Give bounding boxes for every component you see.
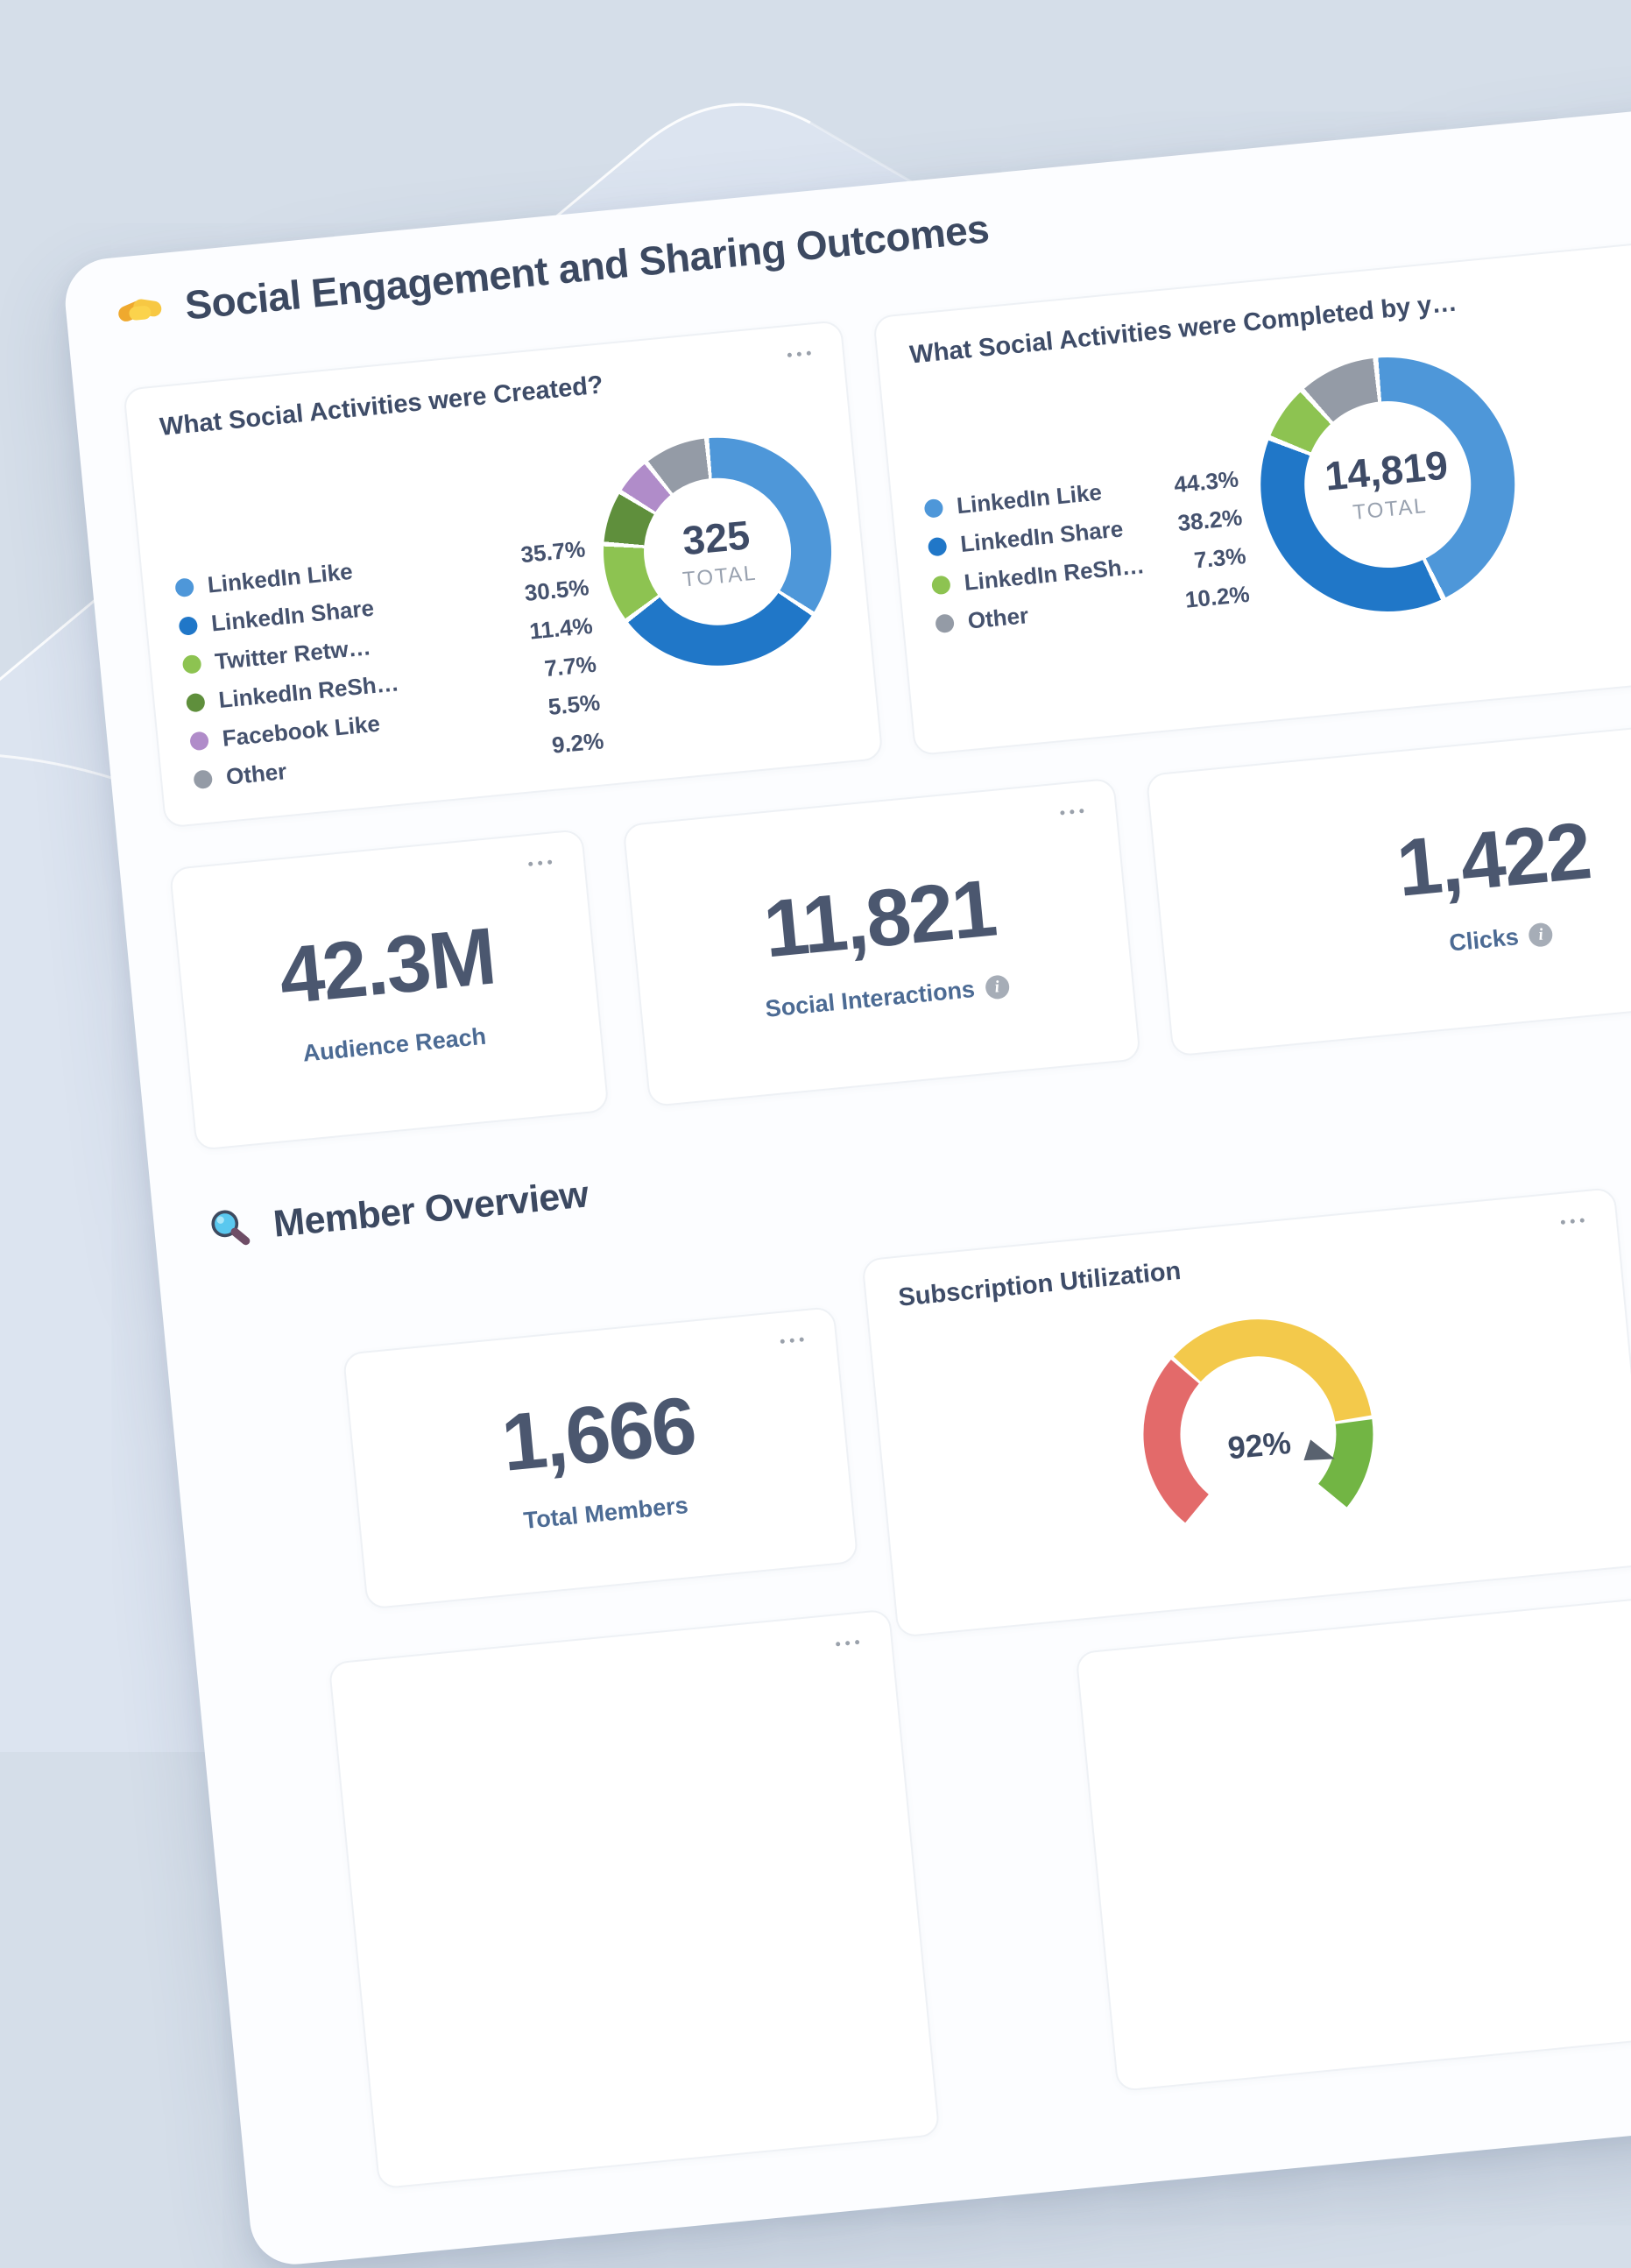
kpi-card-total-members: 1,666 Total Members <box>342 1305 859 1610</box>
gauge-pointer <box>1303 1439 1335 1461</box>
total-label: TOTAL <box>1352 493 1429 525</box>
legend-dot <box>189 730 209 751</box>
legend-pct: 7.3% <box>1192 541 1247 574</box>
legend-pct: 44.3% <box>1172 464 1240 498</box>
legend-pct: 7.7% <box>543 650 598 682</box>
legend-dot <box>935 612 956 633</box>
mountain-ridge-highlight <box>0 102 811 682</box>
card-menu-button[interactable] <box>787 350 812 358</box>
magnifier-icon <box>211 1210 251 1246</box>
kpi-label: Total Members <box>522 1492 689 1534</box>
total-label: TOTAL <box>681 561 759 592</box>
legend-dot <box>174 576 195 597</box>
card-activities-created: What Social Activities were Created? Lin… <box>123 319 884 829</box>
legend-pct: 30.5% <box>523 573 590 606</box>
card-menu-button[interactable] <box>528 859 553 867</box>
card-partial-bottom-right <box>1075 1579 1631 2093</box>
legend-completed: LinkedIn Like 44.3% LinkedIn Share 38.2%… <box>922 459 1251 643</box>
card-activities-completed: What Social Activities were Completed by… <box>872 236 1631 757</box>
legend-pct: 9.2% <box>550 726 605 759</box>
kpi-label: Audience Reach <box>301 1022 488 1067</box>
card-menu-button[interactable] <box>1060 809 1084 816</box>
legend-pct: 5.5% <box>547 688 602 720</box>
gauge-arc-medium <box>1173 1319 1372 1423</box>
card-menu-button[interactable] <box>1560 1218 1585 1225</box>
kpi-label: Social Interactions <box>764 975 977 1022</box>
legend-pct: 11.4% <box>528 611 594 645</box>
card-title: What Social Activities were Created? <box>159 371 604 442</box>
kpi-card-clicks: 1,422 Clicks i <box>1145 710 1631 1057</box>
legend-pct: 35.7% <box>519 534 587 568</box>
kpi-card-audience-reach: 42.3M Audience Reach <box>168 828 610 1151</box>
donut-chart-created[interactable]: 325 TOTAL <box>593 427 842 676</box>
legend-dot <box>178 615 199 636</box>
legend-pct: 38.2% <box>1176 503 1244 536</box>
gauge-arc-high <box>1317 1419 1373 1508</box>
social-section-header: Social Engagement and Sharing Outcomes <box>113 203 991 336</box>
legend-pct: 10.2% <box>1183 580 1251 613</box>
legend-dot <box>930 574 951 595</box>
gauge-chart[interactable]: 92% <box>1079 1279 1436 1577</box>
total-value: 325 <box>680 512 752 564</box>
handshake-icon <box>118 299 162 321</box>
kpi-card-social-interactions: 11,821 Social Interactions i <box>622 777 1141 1108</box>
kpi-value: 11,821 <box>759 863 999 975</box>
donut-center: 325 TOTAL <box>637 471 798 632</box>
page: { "page": {"background": "#D5DEE9", "she… <box>0 60 1631 2268</box>
legend-dot <box>923 498 944 519</box>
kpi-value: 1,666 <box>498 1381 699 1488</box>
card-title: What Social Activities were Completed by… <box>908 288 1458 370</box>
legend-dot <box>181 654 202 675</box>
card-menu-button[interactable] <box>780 1337 804 1344</box>
section-title-member: Member Overview <box>271 1172 590 1246</box>
member-section-header: Member Overview <box>205 1171 590 1254</box>
legend-dot <box>193 768 214 789</box>
info-icon[interactable]: i <box>1528 922 1554 948</box>
donut-center: 14,819 TOTAL <box>1296 393 1479 576</box>
legend-dot <box>927 536 948 557</box>
card-partial-bottom-left <box>328 1608 941 2190</box>
legend-dot <box>185 692 206 713</box>
kpi-value: 1,422 <box>1393 806 1594 914</box>
legend-created: LinkedIn Like 35.7% LinkedIn Share 30.5%… <box>173 529 605 799</box>
donut-chart-completed[interactable]: 14,819 TOTAL <box>1248 345 1527 624</box>
card-menu-button[interactable] <box>835 1639 860 1647</box>
info-icon[interactable]: i <box>984 974 1010 1000</box>
kpi-label: Clicks <box>1448 923 1521 957</box>
gauge-value: 92% <box>1226 1424 1293 1466</box>
dashboard-panel: Social Engagement and Sharing Outcomes W… <box>61 60 1631 2268</box>
total-value: 14,819 <box>1323 442 1451 499</box>
gauge-arc-low <box>1143 1360 1210 1523</box>
card-subscription-utilization: Subscription Utilization 92% <box>861 1186 1631 1638</box>
kpi-value: 42.3M <box>275 911 498 1021</box>
